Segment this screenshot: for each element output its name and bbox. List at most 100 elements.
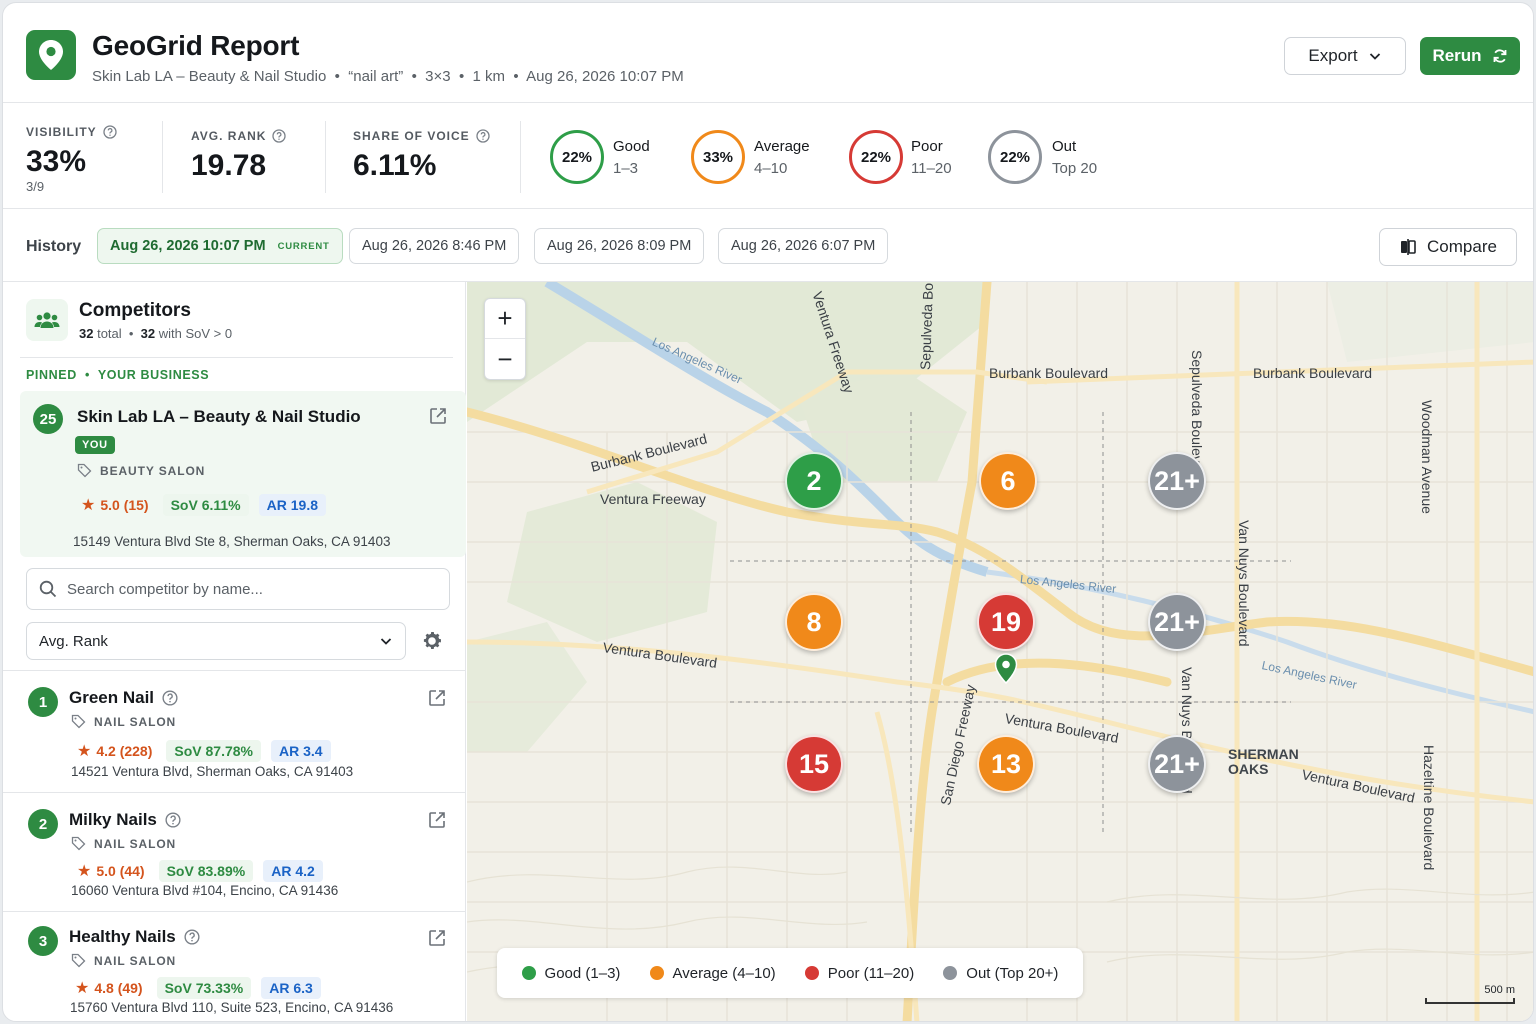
history-run[interactable]: Aug 26, 2026 8:46 PM	[349, 228, 520, 264]
history-run[interactable]: Aug 26, 2026 8:09 PM	[534, 228, 705, 264]
out-range: Top 20	[1052, 160, 1098, 177]
business-name: Skin Lab LA – Beauty & Nail Studio	[77, 407, 361, 426]
category-label: NAIL SALON	[71, 714, 176, 729]
sort-value: Avg. Rank	[39, 632, 108, 650]
out-title: Out	[1052, 138, 1077, 155]
share-of-voice-value: 6.11%	[353, 149, 437, 182]
star-icon: ★	[81, 497, 96, 514]
help-icon[interactable]	[103, 125, 117, 139]
rank-badge: 3	[28, 926, 58, 956]
rerun-button[interactable]: Rerun	[1420, 37, 1520, 75]
address: 16060 Ventura Blvd #104, Encino, CA 9143…	[71, 883, 339, 898]
business-metrics: ★ 4.2 (228) SoV 87.78% AR 3.4	[73, 738, 331, 764]
list-item[interactable]: 1 Green Nail NAIL SALON ★ 4.2 (228) SoV 8…	[3, 674, 466, 794]
compare-icon	[1401, 239, 1416, 255]
help-icon[interactable]	[165, 812, 181, 828]
star-icon: ★	[77, 743, 92, 760]
grid-point-9[interactable]: 21+	[1148, 735, 1206, 793]
business-metrics: ★ 5.0 (44) SoV 83.89% AR 4.2	[73, 858, 323, 884]
address: 15760 Ventura Blvd 110, Suite 523, Encin…	[70, 1000, 394, 1015]
good-range: 1–3	[613, 160, 639, 177]
sov-badge: SoV 73.33%	[156, 977, 252, 999]
rank-badge: 25	[33, 404, 63, 434]
out-dot	[943, 966, 958, 980]
users-icon	[26, 299, 68, 341]
average-range: 4–10	[754, 160, 788, 177]
search-input[interactable]	[67, 580, 427, 598]
help-icon[interactable]	[162, 690, 178, 706]
zoom-out-button[interactable]: −	[497, 343, 513, 374]
export-button[interactable]: Export	[1284, 37, 1406, 75]
street-label: Burbank Boulevard	[1253, 365, 1373, 381]
chevron-down-icon	[1369, 53, 1380, 60]
history-run-label: Aug 26, 2026 8:09 PM	[547, 238, 692, 254]
history-run-current[interactable]: Aug 26, 2026 10:07 PM CURRENT	[97, 228, 343, 264]
divider	[20, 357, 453, 358]
share-of-voice-label: SHARE OF VOICE	[353, 129, 490, 143]
legend-poor: Poor (11–20)	[804, 965, 914, 982]
grid-point-4[interactable]: 8	[785, 593, 843, 651]
map-legend: Good (1–3) Average (4–10) Poor (11–20) O…	[497, 948, 1083, 998]
grid-point-8[interactable]: 13	[977, 735, 1035, 793]
grid-point-1[interactable]: 2	[785, 452, 843, 510]
zoom-in-button[interactable]: +	[485, 299, 525, 339]
competitors-panel: Competitors 32 total • 32 with SoV > 0 P…	[3, 282, 466, 1021]
divider	[520, 121, 521, 193]
address: 14521 Ventura Blvd, Sherman Oaks, CA 914…	[71, 764, 354, 779]
grid-point-6[interactable]: 21+	[1148, 593, 1206, 651]
help-icon[interactable]	[272, 129, 287, 143]
visibility-label: VISIBILITY	[26, 125, 117, 139]
star-icon: ★	[75, 980, 90, 997]
report-subtitle: Skin Lab LA – Beauty & Nail Studio • “na…	[92, 68, 684, 85]
your-business-card[interactable]: 25 Skin Lab LA – Beauty & Nail Studio YO…	[20, 391, 466, 557]
external-link-icon[interactable]	[427, 688, 447, 708]
avg-rank-badge: AR 6.3	[261, 977, 321, 999]
chevron-down-icon	[380, 638, 392, 645]
list-item[interactable]: 3 Healthy Nails NAIL SALON ★ 4.8 (49) SoV…	[3, 912, 466, 1021]
street-label: Hazeltine Boulevard	[1421, 745, 1437, 871]
compare-label: Compare	[1427, 237, 1497, 256]
external-link-icon[interactable]	[427, 928, 447, 948]
history-run-label: Aug 26, 2026 8:46 PM	[362, 238, 507, 254]
help-icon[interactable]	[476, 129, 490, 143]
competitors-title: Competitors	[79, 300, 191, 321]
list-item[interactable]: 2 Milky Nails NAIL SALON ★ 5.0 (44) SoV 8…	[3, 794, 466, 914]
export-label: Export	[1308, 46, 1358, 65]
rank-badge: 1	[28, 687, 58, 717]
history-run-label: Aug 26, 2026 6:07 PM	[731, 238, 876, 254]
external-link-icon[interactable]	[428, 406, 448, 426]
map-view[interactable]: + − Los Angeles River Burbank Boulevard …	[467, 282, 1533, 1021]
sov-badge: SoV 87.78%	[166, 740, 261, 762]
map-scale: 500 m	[1425, 984, 1515, 1004]
zoom-controls: + −	[484, 298, 526, 380]
share-of-voice-stat: SHARE OF VOICE 6.11%	[353, 103, 513, 209]
grid-point-7[interactable]: 15	[785, 735, 843, 793]
compare-button[interactable]: Compare	[1379, 228, 1517, 266]
category-label: NAIL SALON	[71, 836, 176, 851]
divider	[325, 121, 326, 193]
you-badge: YOU	[75, 436, 115, 454]
poor-title: Poor	[911, 138, 943, 155]
business-location-pin-icon[interactable]	[994, 653, 1018, 685]
average-title: Average	[754, 138, 810, 155]
avg-rank-value: 19.78	[191, 149, 267, 182]
rating: ★ 5.0 (44)	[77, 863, 145, 880]
grid-point-2[interactable]: 6	[979, 452, 1037, 510]
external-link-icon[interactable]	[427, 810, 447, 830]
poor-range: 11–20	[911, 160, 952, 177]
average-ring: 33%	[691, 130, 745, 184]
gear-icon[interactable]	[420, 629, 444, 653]
history-run[interactable]: Aug 26, 2026 6:07 PM	[718, 228, 889, 264]
search-icon	[39, 580, 57, 598]
competitor-search[interactable]	[26, 568, 450, 610]
grid-point-5[interactable]: 19	[977, 593, 1035, 651]
help-icon[interactable]	[184, 929, 200, 945]
poor-ring: 22%	[849, 130, 903, 184]
business-metrics: ★ 4.8 (49) SoV 73.33% AR 6.3	[71, 975, 321, 1001]
visibility-count: 3/9	[26, 179, 45, 194]
grid-point-3[interactable]: 21+	[1148, 452, 1206, 510]
sort-select[interactable]: Avg. Rank	[26, 622, 406, 660]
street-label: Ventura Freeway	[600, 491, 706, 507]
good-dot	[521, 966, 536, 980]
good-ring: 22%	[550, 130, 604, 184]
